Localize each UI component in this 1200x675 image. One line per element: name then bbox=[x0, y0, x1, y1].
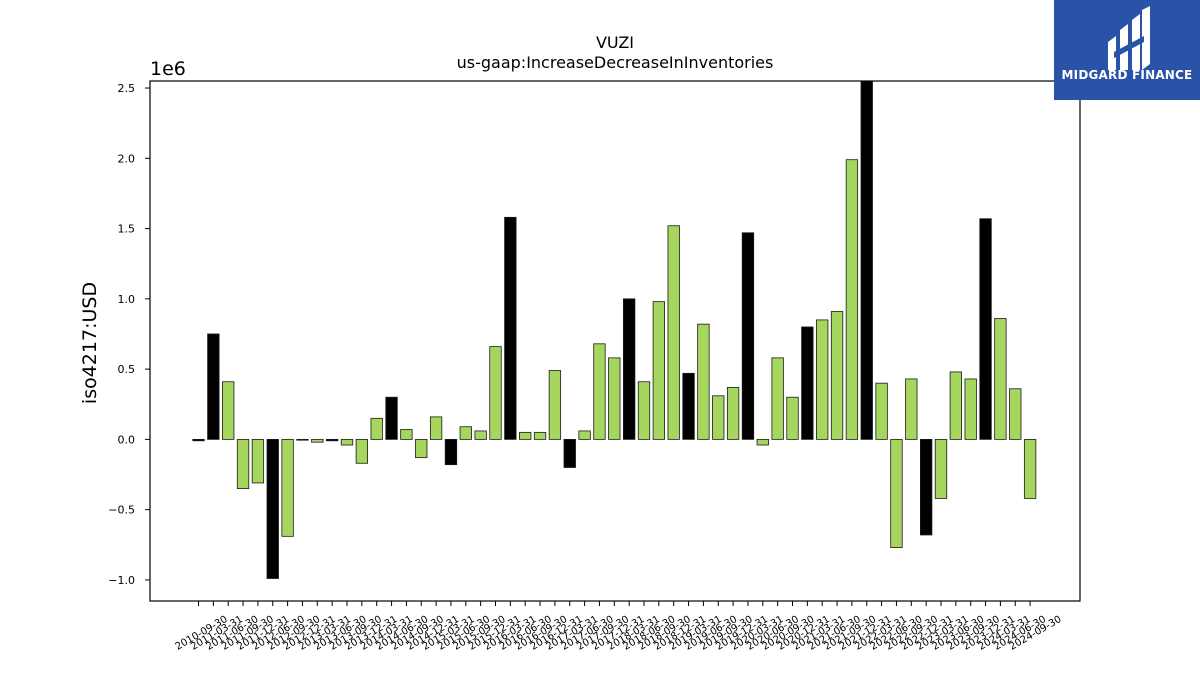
bar-2014-09-30 bbox=[429, 416, 443, 440]
bar-2019-09-30 bbox=[726, 386, 740, 440]
bar-2020-03-31 bbox=[756, 438, 769, 446]
bar-2017-12-31 bbox=[623, 298, 636, 440]
bar-2014-12-31 bbox=[444, 438, 458, 466]
y-tick-label: 2.0 bbox=[118, 152, 136, 165]
bar-2013-03-31 bbox=[340, 438, 354, 446]
bar-2023-09-30 bbox=[964, 378, 977, 440]
bar-2010-12-31 bbox=[207, 333, 220, 440]
bar-2021-09-30 bbox=[845, 159, 859, 440]
plot-frame bbox=[149, 80, 1081, 602]
bar-2017-03-31 bbox=[578, 430, 591, 440]
bar-2023-06-30 bbox=[949, 371, 962, 440]
bar-2017-09-30 bbox=[608, 357, 621, 440]
bar-2020-09-30 bbox=[786, 396, 799, 440]
bar-2023-12-31 bbox=[979, 218, 992, 440]
bar-2022-06-30 bbox=[890, 438, 903, 549]
bar-2011-03-31 bbox=[222, 381, 235, 440]
bar-2011-12-31 bbox=[266, 438, 279, 579]
bar-2013-09-30 bbox=[370, 417, 383, 440]
chart-title: VUZI bbox=[596, 33, 634, 52]
bar-2016-03-31 bbox=[519, 431, 532, 440]
bar-2017-06-30 bbox=[593, 343, 606, 440]
y-tick-label: 0.5 bbox=[118, 363, 136, 376]
logo-text: MIDGARD FINANCE bbox=[1061, 68, 1193, 82]
y-tick-label: 0.0 bbox=[118, 433, 136, 446]
bar-2024-09-30 bbox=[1023, 438, 1037, 499]
bar-2016-09-30 bbox=[548, 370, 562, 440]
bar-2022-12-31 bbox=[920, 438, 933, 536]
y-tick-label: 1.0 bbox=[118, 293, 136, 306]
y-tick-label: −0.5 bbox=[108, 504, 135, 517]
bar-2018-09-30 bbox=[667, 225, 680, 440]
y-multiplier-label: 1e6 bbox=[150, 58, 186, 80]
bar-2021-06-30 bbox=[830, 311, 844, 440]
bar-2014-03-31 bbox=[400, 429, 413, 440]
bar-2019-06-30 bbox=[712, 395, 725, 440]
bar-2012-12-31 bbox=[325, 438, 339, 442]
bar-2015-12-31 bbox=[504, 216, 517, 440]
chart-subtitle: us-gaap:IncreaseDecreaseInInventories bbox=[457, 53, 774, 72]
y-tick-label: 2.5 bbox=[118, 82, 136, 95]
bar-2012-03-31 bbox=[281, 438, 294, 537]
bar-2020-06-30 bbox=[771, 357, 784, 440]
bar-2022-09-30 bbox=[905, 378, 918, 440]
bar-2010-09-30 bbox=[192, 438, 205, 442]
bar-2021-03-31 bbox=[816, 319, 829, 440]
bar-2019-12-31 bbox=[741, 232, 755, 440]
bar-2016-06-30 bbox=[533, 431, 547, 440]
bar-2015-09-30 bbox=[489, 346, 502, 440]
x-axis: 2010-09-302011-03-312011-06-302011-09-30… bbox=[174, 601, 1064, 653]
bar-2021-12-31 bbox=[860, 80, 873, 440]
bar-2020-12-31 bbox=[801, 326, 814, 440]
bar-2011-09-30 bbox=[251, 438, 265, 484]
bar-2014-06-30 bbox=[415, 438, 428, 459]
bar-2013-06-30 bbox=[355, 438, 369, 464]
bar-2022-03-31 bbox=[875, 382, 888, 440]
bar-2016-12-31 bbox=[563, 438, 576, 468]
bar-2018-03-31 bbox=[637, 381, 651, 440]
bar-2011-06-30 bbox=[236, 438, 250, 489]
bar-2018-12-31 bbox=[682, 372, 695, 440]
y-tick-label: 1.5 bbox=[118, 223, 136, 236]
bar-2023-03-31 bbox=[934, 438, 948, 499]
midgard-finance-logo: MIDGARD FINANCE bbox=[1054, 0, 1200, 100]
bar-2015-06-30 bbox=[474, 430, 487, 440]
y-axis-label: iso4217:USD bbox=[79, 282, 101, 404]
y-axis: −1.0 −0.5 0.0 0.5 1.0 1.5 2.0 2.5 bbox=[108, 82, 150, 587]
bar-2024-03-31 bbox=[994, 318, 1007, 440]
bars-group bbox=[192, 80, 1037, 579]
bar-2015-03-31 bbox=[459, 426, 472, 440]
bar-2018-06-30 bbox=[652, 301, 665, 440]
bar-2024-06-30 bbox=[1009, 388, 1022, 440]
bar-2013-12-31 bbox=[385, 396, 398, 440]
bar-2012-09-30 bbox=[311, 438, 324, 443]
bar-2012-06-30 bbox=[296, 438, 309, 441]
bar-2019-03-31 bbox=[697, 323, 710, 440]
midgard-logo-icon bbox=[1108, 6, 1150, 70]
y-tick-label: −1.0 bbox=[108, 574, 135, 587]
